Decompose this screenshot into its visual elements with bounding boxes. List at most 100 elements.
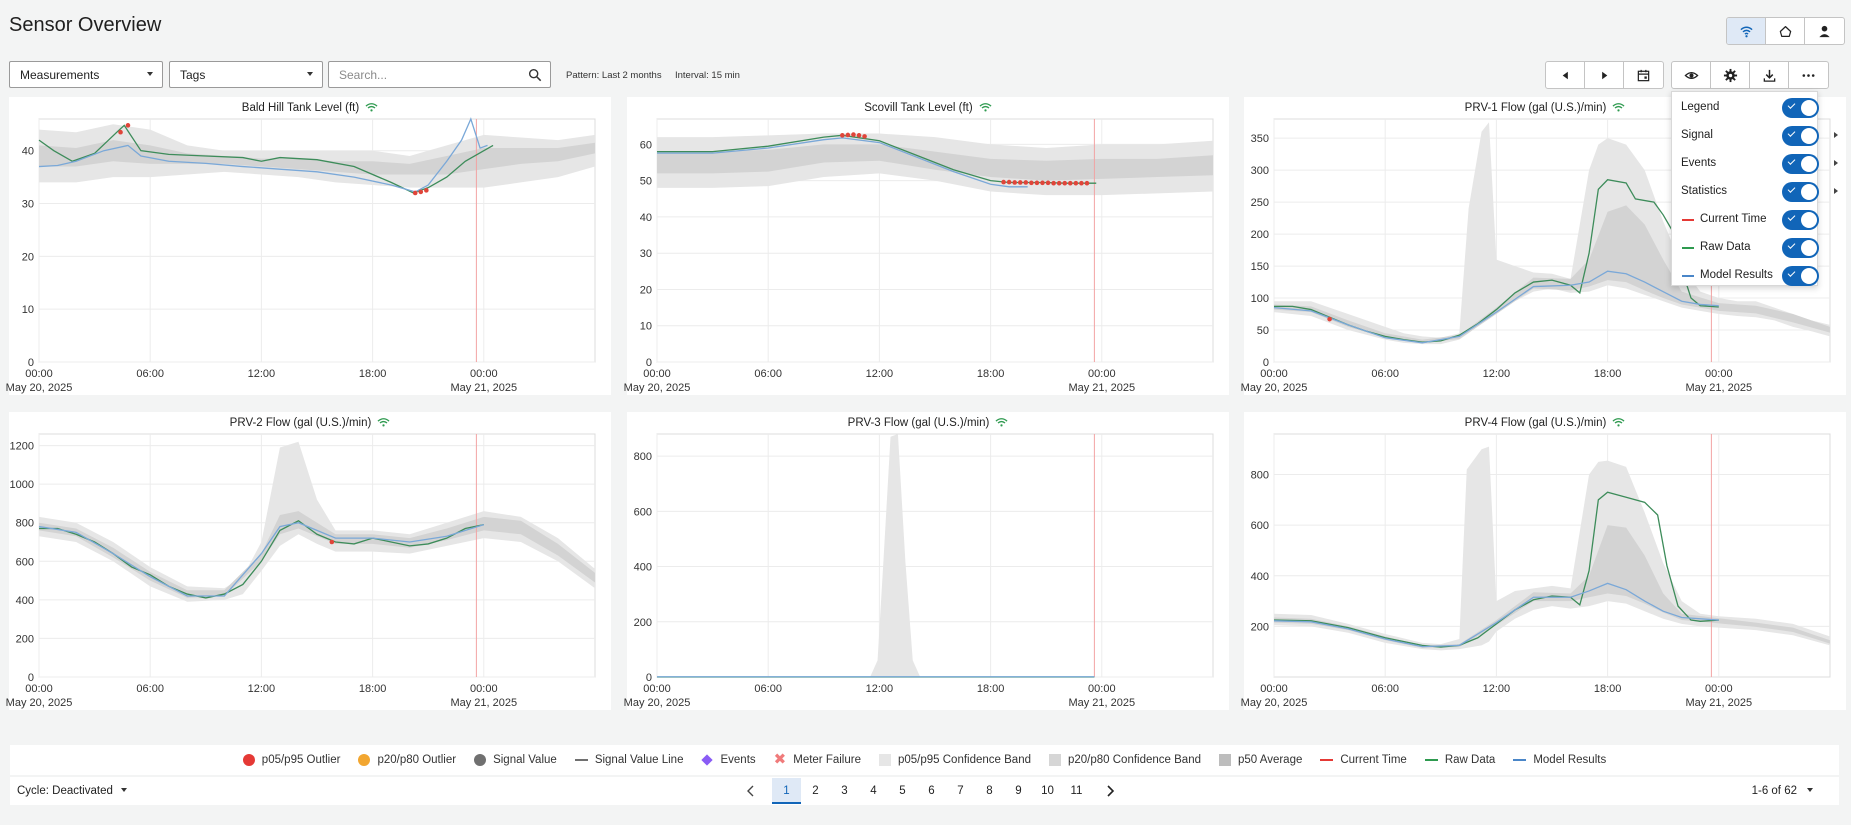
page-button-5[interactable]: 5 xyxy=(899,785,906,797)
legend-item-label: p50 Average xyxy=(1237,754,1303,766)
outlier-point xyxy=(1023,180,1029,185)
page-button-6[interactable]: 6 xyxy=(928,785,935,797)
page-button-4[interactable]: 4 xyxy=(870,785,877,797)
x-date-label: May 21, 2025 xyxy=(1068,697,1135,709)
chart-svg[interactable]: 0 200 400 600 800 1000 1200 00:00 06:00 12:00 18:0… xyxy=(6,412,611,710)
toggle-switch[interactable] xyxy=(1782,98,1819,118)
x-tick-label: 00:00 xyxy=(1705,683,1733,695)
download-button[interactable] xyxy=(1750,62,1789,88)
check-icon xyxy=(1787,241,1796,249)
y-tick-label: 350 xyxy=(1251,133,1269,145)
x-date-label: May 20, 2025 xyxy=(624,382,691,394)
outlier-point xyxy=(125,123,131,128)
x-tick-label: 12:00 xyxy=(248,683,276,695)
legend-menu-item-signal[interactable]: Signal xyxy=(1672,124,1838,148)
legend-menu-item-legend[interactable]: Legend xyxy=(1672,96,1819,120)
page-button-1[interactable]: 1 xyxy=(772,778,801,804)
previous-page-button[interactable] xyxy=(740,780,762,802)
legend-item: p05/p95 Confidence Band xyxy=(878,754,1031,766)
page-button-3[interactable]: 3 xyxy=(841,785,848,797)
legend-menu-item-current-time[interactable]: Current Time xyxy=(1672,208,1819,232)
x-date-label: May 20, 2025 xyxy=(624,697,691,709)
outlier-point xyxy=(1084,180,1090,186)
legend-menu-label: Legend xyxy=(1681,101,1720,113)
toggle-switch[interactable] xyxy=(1782,238,1819,258)
visibility-button[interactable] xyxy=(1672,62,1711,88)
chart-svg[interactable]: 200 400 600 800 00:00 06:00 12:00 18:00 00:00 May… xyxy=(1241,412,1846,710)
signal-icon xyxy=(1612,418,1625,427)
cross-symbol-icon: ✖ xyxy=(773,751,787,768)
chart-svg[interactable]: 0 200 400 600 800 00:00 06:00 12:00 18:00 00:00 Ma… xyxy=(624,412,1229,710)
p05-p95-band xyxy=(1274,122,1830,345)
legend-item: ✖ Meter Failure xyxy=(773,751,861,768)
legend-menu-item-statistics[interactable]: Statistics xyxy=(1672,180,1838,204)
check-icon xyxy=(1787,185,1796,193)
page-range-dropdown[interactable]: 1-6 of 62 xyxy=(1752,785,1813,797)
submenu-arrow-icon[interactable] xyxy=(1834,132,1838,138)
page-button-9[interactable]: 9 xyxy=(1015,785,1022,797)
page-button-2[interactable]: 2 xyxy=(812,785,819,797)
square-symbol-icon xyxy=(1218,754,1231,766)
legend-menu-item-events[interactable]: Events xyxy=(1672,152,1838,176)
asset-view-button[interactable] xyxy=(1766,18,1805,44)
legend-menu-item-raw-data[interactable]: Raw Data xyxy=(1672,236,1819,260)
page-button-10[interactable]: 10 xyxy=(1041,785,1054,797)
line-symbol-icon xyxy=(1424,759,1438,761)
legend-menu-label: Raw Data xyxy=(1700,241,1751,253)
measurements-dropdown[interactable]: Measurements xyxy=(9,61,163,88)
measurements-dropdown-label: Measurements xyxy=(20,67,100,82)
previous-period-button[interactable] xyxy=(1546,62,1585,88)
search-input[interactable] xyxy=(329,62,519,87)
cycle-dropdown[interactable]: Cycle: Deactivated xyxy=(17,785,127,797)
x-tick-label: 06:00 xyxy=(136,683,164,695)
page-button-8[interactable]: 8 xyxy=(986,785,993,797)
legend-item-label: Events xyxy=(720,754,756,766)
toggle-switch[interactable] xyxy=(1782,154,1819,174)
line-symbol-icon xyxy=(574,759,588,761)
chart-legend: p05/p95 Outlier p20/p80 Outlier Signal Val… xyxy=(10,745,1839,775)
next-period-button[interactable] xyxy=(1585,62,1624,88)
submenu-arrow-icon[interactable] xyxy=(1834,188,1838,194)
x-date-label: May 21, 2025 xyxy=(1685,382,1752,394)
y-tick-label: 600 xyxy=(634,506,652,518)
next-icon xyxy=(1601,71,1607,79)
calendar-icon xyxy=(1637,69,1650,81)
chart-svg[interactable]: 0 10 20 30 40 00:00 06:00 12:00 18:00 00:00 May 20… xyxy=(6,97,611,395)
y-tick-label: 800 xyxy=(1251,470,1269,482)
toggle-switch[interactable] xyxy=(1782,210,1819,230)
toggle-switch[interactable] xyxy=(1782,266,1819,286)
more-options-button[interactable] xyxy=(1789,62,1828,88)
signal-icon xyxy=(979,103,992,112)
toggle-switch[interactable] xyxy=(1782,126,1819,146)
footer: Cycle: Deactivated 1 2 3 4 5 6 7 8 9 10 11 1-6 of … xyxy=(10,777,1839,805)
dot-symbol-icon xyxy=(242,754,255,766)
chart-title: PRV-2 Flow (gal (U.S.)/min) xyxy=(229,417,372,429)
toggle-switch[interactable] xyxy=(1782,182,1819,202)
page-button-7[interactable]: 7 xyxy=(957,785,964,797)
y-tick-label: 400 xyxy=(634,562,652,574)
legend-item: p05/p95 Outlier xyxy=(242,754,340,766)
calendar-button[interactable] xyxy=(1624,62,1663,88)
legend-menu-label: Signal xyxy=(1681,129,1713,141)
y-tick-label: 10 xyxy=(640,321,652,333)
chart-svg[interactable]: 0 10 20 30 40 50 60 00:00 06:00 12:00 18:00 00:00 Ma… xyxy=(624,97,1229,395)
gear-icon xyxy=(1723,68,1737,82)
search-icon[interactable] xyxy=(528,68,542,82)
model-results-line xyxy=(1273,270,1719,344)
next-page-button[interactable] xyxy=(1099,780,1121,802)
page-button-11[interactable]: 11 xyxy=(1070,785,1083,797)
x-tick-label: 00:00 xyxy=(470,683,498,695)
x-tick-label: 12:00 xyxy=(1483,368,1511,380)
y-tick-label: 0 xyxy=(1263,357,1269,369)
user-view-button[interactable] xyxy=(1805,18,1844,44)
y-tick-label: 200 xyxy=(16,633,34,645)
legend-item: Signal Value Line xyxy=(574,754,683,766)
outlier-point xyxy=(1051,180,1056,186)
tags-dropdown[interactable]: Tags xyxy=(169,61,323,88)
y-tick-label: 40 xyxy=(22,146,34,158)
submenu-arrow-icon[interactable] xyxy=(1834,160,1838,166)
signal-view-button[interactable] xyxy=(1727,18,1766,44)
settings-button[interactable] xyxy=(1711,62,1750,88)
tags-dropdown-label: Tags xyxy=(180,67,206,82)
legend-menu-item-model-results[interactable]: Model Results xyxy=(1672,264,1819,288)
